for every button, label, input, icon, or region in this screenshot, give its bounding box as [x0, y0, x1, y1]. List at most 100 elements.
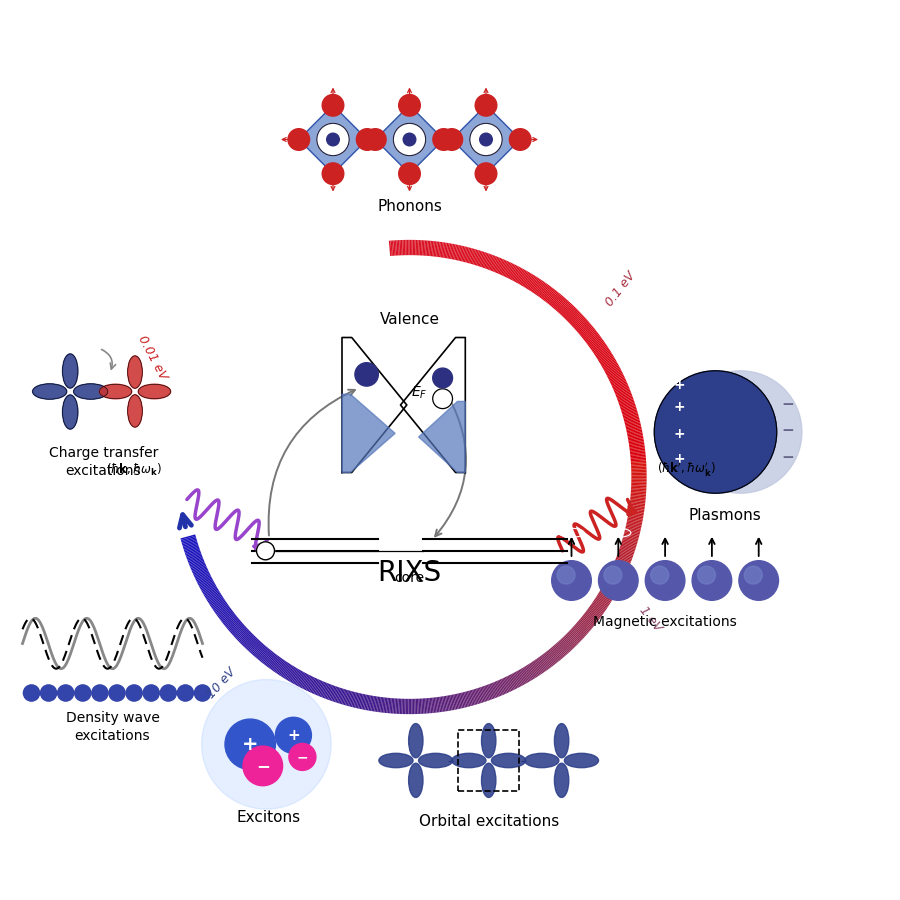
Ellipse shape [554, 724, 569, 758]
Circle shape [288, 129, 310, 150]
Circle shape [399, 163, 420, 184]
Text: +: + [674, 452, 685, 466]
Circle shape [143, 685, 159, 701]
Ellipse shape [128, 395, 142, 428]
Ellipse shape [409, 724, 423, 758]
Text: −: − [297, 750, 308, 764]
Circle shape [75, 685, 91, 701]
Circle shape [480, 133, 492, 146]
Circle shape [23, 685, 40, 701]
Ellipse shape [379, 753, 413, 768]
Circle shape [403, 133, 416, 146]
Ellipse shape [564, 753, 598, 768]
Ellipse shape [482, 763, 496, 797]
Circle shape [126, 685, 142, 701]
Text: 1 eV: 1 eV [636, 604, 664, 634]
Text: Valence: Valence [380, 311, 439, 327]
Text: $E_F$: $E_F$ [411, 384, 428, 400]
Text: core: core [394, 572, 425, 586]
Text: 0.01 eV: 0.01 eV [135, 333, 169, 382]
Ellipse shape [491, 753, 526, 768]
Circle shape [645, 561, 685, 600]
Circle shape [475, 94, 497, 116]
Circle shape [194, 685, 211, 701]
Ellipse shape [409, 763, 423, 797]
Ellipse shape [62, 395, 78, 429]
Text: 10 eV: 10 eV [204, 666, 238, 701]
Circle shape [225, 719, 275, 770]
Circle shape [399, 94, 420, 116]
Circle shape [598, 561, 638, 600]
Polygon shape [418, 401, 465, 473]
Ellipse shape [99, 384, 131, 399]
Text: Plasmons: Plasmons [688, 508, 760, 524]
Text: Magnetic excitations: Magnetic excitations [593, 615, 737, 629]
Text: $(\hbar\mathbf{k},\hbar\omega_\mathbf{k})$: $(\hbar\mathbf{k},\hbar\omega_\mathbf{k}… [105, 462, 162, 478]
Circle shape [364, 129, 386, 150]
Circle shape [92, 685, 108, 701]
Ellipse shape [418, 753, 453, 768]
Ellipse shape [139, 384, 171, 399]
Polygon shape [400, 338, 465, 472]
Circle shape [393, 123, 426, 156]
Polygon shape [342, 394, 395, 472]
Circle shape [58, 685, 74, 701]
Circle shape [744, 566, 762, 584]
Ellipse shape [32, 383, 67, 400]
Circle shape [327, 133, 339, 146]
Circle shape [470, 123, 502, 156]
Polygon shape [452, 105, 520, 174]
Circle shape [475, 163, 497, 184]
Circle shape [202, 680, 331, 809]
Text: −: − [781, 423, 794, 437]
Circle shape [355, 363, 378, 386]
Ellipse shape [554, 763, 569, 797]
Polygon shape [342, 338, 407, 472]
Circle shape [433, 389, 453, 409]
Circle shape [317, 123, 349, 156]
Text: −: − [781, 398, 794, 412]
Circle shape [692, 561, 732, 600]
Circle shape [322, 163, 344, 184]
Circle shape [289, 743, 316, 770]
Circle shape [256, 542, 274, 560]
Ellipse shape [62, 354, 78, 388]
Text: −: − [781, 450, 794, 464]
Circle shape [680, 371, 802, 493]
Text: Charge transfer
excitations: Charge transfer excitations [49, 446, 158, 478]
Circle shape [243, 746, 283, 786]
Ellipse shape [482, 724, 496, 758]
Polygon shape [299, 105, 367, 174]
Circle shape [552, 561, 591, 600]
Circle shape [739, 561, 778, 600]
Circle shape [604, 566, 622, 584]
Text: +: + [674, 427, 685, 441]
Text: Density wave
excitations: Density wave excitations [66, 711, 159, 743]
Circle shape [322, 94, 344, 116]
Circle shape [557, 566, 575, 584]
Text: +: + [674, 400, 685, 414]
Circle shape [160, 685, 176, 701]
Circle shape [356, 129, 378, 150]
Circle shape [40, 685, 57, 701]
Circle shape [109, 685, 125, 701]
Circle shape [441, 129, 463, 150]
Ellipse shape [128, 356, 142, 388]
Ellipse shape [452, 753, 486, 768]
Circle shape [654, 371, 777, 493]
Text: Excitons: Excitons [236, 810, 301, 825]
Ellipse shape [525, 753, 559, 768]
Text: Phonons: Phonons [377, 199, 442, 214]
Circle shape [177, 685, 194, 701]
Circle shape [509, 129, 531, 150]
Text: RIXS: RIXS [377, 560, 442, 588]
Text: 0.1 eV: 0.1 eV [603, 269, 638, 309]
Bar [458, 730, 519, 791]
Text: +: + [287, 728, 300, 742]
Text: +: + [242, 734, 258, 754]
Text: $(\hbar\mathbf{k}^{\prime},\hbar\omega_\mathbf{k}^{\prime})$: $(\hbar\mathbf{k}^{\prime},\hbar\omega_\… [657, 461, 716, 479]
Circle shape [433, 368, 453, 388]
Text: Orbital excitations: Orbital excitations [418, 814, 559, 830]
Circle shape [275, 717, 311, 753]
Circle shape [651, 566, 669, 584]
